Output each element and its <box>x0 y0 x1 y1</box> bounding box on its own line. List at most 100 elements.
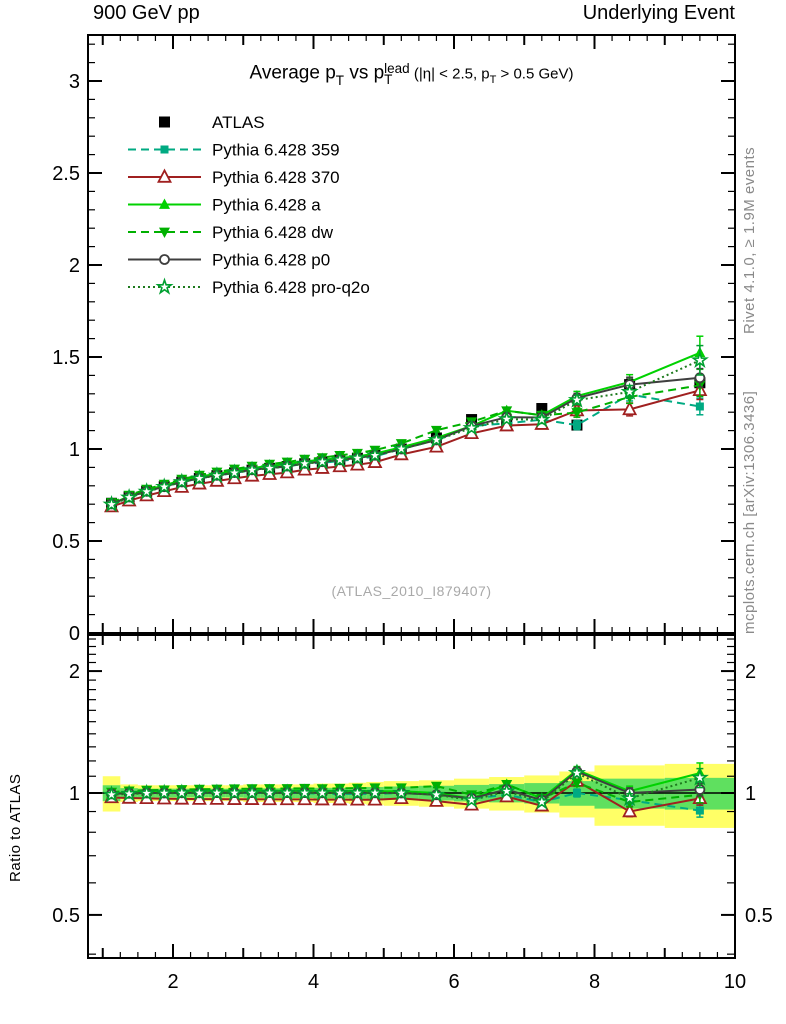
main-y-tick-label: 1 <box>69 439 80 461</box>
open-star-marker <box>155 477 174 495</box>
open-star-marker <box>330 783 349 801</box>
open-star-marker <box>295 783 314 801</box>
open-star-marker <box>225 783 244 801</box>
open-star-marker <box>620 382 639 400</box>
open-star-marker <box>690 768 709 786</box>
open-star-marker <box>462 790 481 808</box>
ratio-axis-title: Ratio to ATLAS <box>7 773 24 882</box>
ratio-y-tick-label-left: 0.5 <box>52 905 80 927</box>
open-star-marker <box>497 409 516 427</box>
legend-label: Pythia 6.428 359 <box>212 141 340 160</box>
open-star-marker <box>313 452 332 470</box>
open-star-marker <box>392 439 411 457</box>
x-tick-label: 6 <box>448 971 459 993</box>
open-star-marker <box>313 783 332 801</box>
square-marker <box>695 402 704 411</box>
open-star-marker <box>155 783 174 801</box>
rivet-version-text: Rivet 4.1.0, ≥ 1.9M events <box>741 146 758 334</box>
series-pythia-pro-q2o-ratio <box>102 763 709 810</box>
legend-label: Pythia 6.428 p0 <box>212 251 330 270</box>
triangle-marker <box>159 198 170 209</box>
header-analysis-group: Underlying Event <box>582 2 735 24</box>
open-star-marker <box>497 781 516 799</box>
open-star-marker <box>190 468 209 487</box>
ratio-y-tick-label-right: 0.5 <box>745 905 773 927</box>
open-star-marker <box>567 763 587 781</box>
series-pythia-pro-q2o-main <box>102 344 709 513</box>
open-star-marker <box>102 785 121 803</box>
x-tick-label: 10 <box>724 971 746 993</box>
main-y-tick-label: 0.5 <box>52 531 80 553</box>
ratio-y-tick-label-right: 1 <box>745 783 756 805</box>
plot-frames <box>87 34 736 959</box>
open-star-marker <box>567 390 587 408</box>
legend-label: Pythia 6.428 pro-q2o <box>212 278 370 297</box>
square-marker <box>159 116 170 128</box>
x-tick-label: 2 <box>167 971 178 993</box>
header-beam-energy: 900 GeV pp <box>93 2 200 24</box>
open-triangle-marker <box>622 802 638 818</box>
open-star-marker <box>242 783 262 801</box>
square-marker <box>536 403 548 415</box>
open-star-marker <box>348 783 367 801</box>
open-star-marker <box>225 463 244 481</box>
square-marker <box>572 789 581 797</box>
open-triangle-marker <box>157 168 172 183</box>
open-star-marker <box>462 418 481 436</box>
open-star-marker <box>242 460 262 478</box>
axis-ticks <box>89 36 734 957</box>
legend-label: Pythia 6.428 dw <box>212 223 334 242</box>
axis-tick-labels: 0 0.5 1 1.5 2 2.5 3 0.5 0.5 1 1 2 2 2 4 6 8 10 ATLAS Pythia… <box>52 71 773 993</box>
open-star-marker <box>392 783 411 801</box>
legend-label: Pythia 6.428 a <box>212 196 321 215</box>
plot-title: Average pT vs p lead T (|η| < 2.5, pT > 0.… <box>249 61 574 89</box>
open-star-marker <box>427 785 446 803</box>
main-plot-frame <box>87 34 736 634</box>
square-marker <box>695 806 704 815</box>
open-star-marker <box>278 783 297 801</box>
ratio-y-tick-label-left: 2 <box>69 661 80 683</box>
open-star-marker <box>207 466 226 484</box>
analysis-id-watermark: (ATLAS_2010_I879407) <box>331 583 492 599</box>
open-star-marker <box>172 783 191 801</box>
main-y-tick-label: 2.5 <box>52 163 80 185</box>
open-star-marker <box>155 277 174 295</box>
open-star-marker <box>260 783 279 801</box>
open-star-marker <box>137 783 156 802</box>
open-star-marker <box>330 450 349 468</box>
open-star-marker <box>120 784 139 802</box>
legend-label: ATLAS <box>212 113 265 132</box>
x-tick-label: 8 <box>589 971 600 993</box>
open-star-marker <box>260 458 279 477</box>
open-star-marker <box>690 350 709 369</box>
legend <box>128 116 201 295</box>
main-y-tick-label: 2 <box>69 255 80 277</box>
triangle-down-marker <box>159 227 170 239</box>
main-y-tick-label: 1.5 <box>52 347 80 369</box>
open-circle-marker <box>159 254 170 265</box>
square-marker <box>572 421 581 430</box>
open-star-marker <box>295 454 314 472</box>
square-marker <box>160 145 169 154</box>
legend-label: Pythia 6.428 370 <box>212 168 340 187</box>
open-triangle-marker <box>349 791 365 806</box>
open-star-marker <box>532 410 551 428</box>
mcplots-arxiv-text: mcplots.cern.ch [arXiv:1306.3436] <box>741 390 758 634</box>
open-triangle-marker <box>622 400 638 416</box>
open-star-marker <box>620 788 639 807</box>
ratio-y-tick-label-right: 2 <box>745 661 756 683</box>
open-star-marker <box>348 448 367 466</box>
open-star-marker <box>365 783 385 801</box>
main-y-tick-label: 0 <box>69 623 80 645</box>
open-star-marker <box>172 472 191 490</box>
open-star-marker <box>190 783 209 801</box>
open-star-marker <box>137 482 156 500</box>
ratio-y-tick-label-left: 1 <box>69 783 80 805</box>
main-y-tick-label: 3 <box>69 71 80 93</box>
open-star-marker <box>365 445 385 464</box>
open-star-marker <box>102 495 121 513</box>
triangle-down-marker <box>571 778 583 789</box>
open-star-marker <box>427 430 446 448</box>
